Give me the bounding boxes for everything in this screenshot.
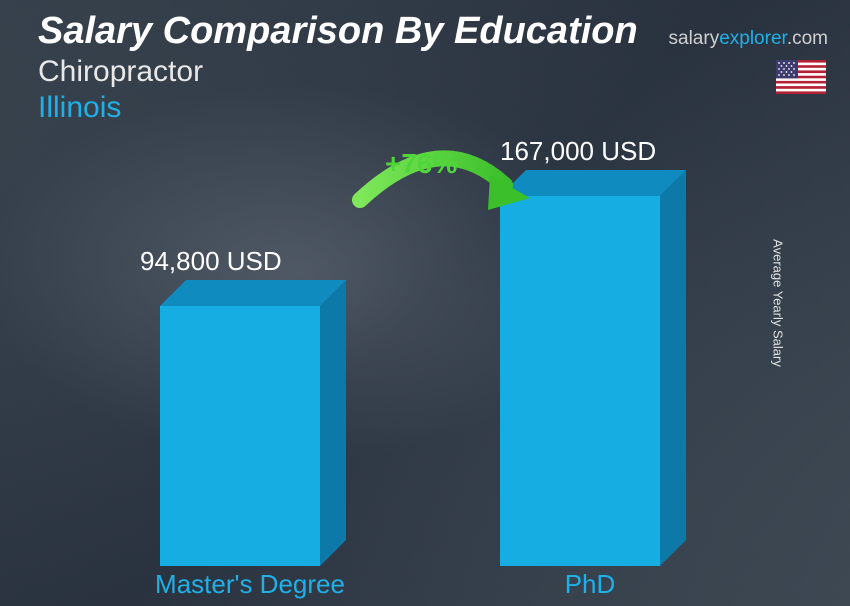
category-label-masters: Master's Degree <box>150 569 350 600</box>
percent-change-label: +76% <box>385 148 457 180</box>
brand-label: salaryexplorer.com <box>669 28 828 50</box>
bar-front <box>500 196 660 566</box>
brand-suffix: .com <box>787 28 828 49</box>
category-label-phd: PhD <box>530 569 650 600</box>
location-label: Illinois <box>38 91 830 125</box>
brand-mid: explorer <box>719 28 787 49</box>
value-label-masters: 94,800 USD <box>140 246 282 277</box>
us-flag-icon <box>776 60 826 94</box>
bar-top <box>160 280 346 306</box>
bar-side <box>320 280 346 566</box>
bar-side <box>660 170 686 566</box>
brand-prefix: salary <box>669 28 720 49</box>
bar-front <box>160 306 320 566</box>
job-subtitle: Chiropractor <box>38 55 830 89</box>
